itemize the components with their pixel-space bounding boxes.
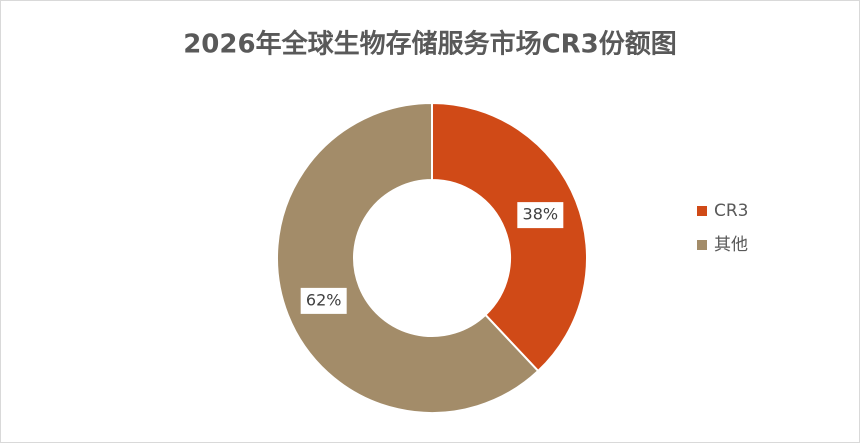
chart-title: 2026年全球生物存储服务市场CR3份额图 bbox=[183, 29, 677, 60]
pie-slice bbox=[276, 101, 540, 414]
pie-slice bbox=[431, 101, 588, 373]
legend-label: 其他 bbox=[714, 235, 748, 255]
data-label-box bbox=[517, 202, 564, 229]
legend-swatch bbox=[697, 206, 707, 216]
legend-label: CR3 bbox=[714, 201, 749, 221]
data-label-box bbox=[300, 287, 347, 314]
legend-swatch bbox=[697, 240, 707, 250]
data-label: 62% bbox=[306, 290, 342, 309]
data-label: 38% bbox=[523, 205, 559, 224]
